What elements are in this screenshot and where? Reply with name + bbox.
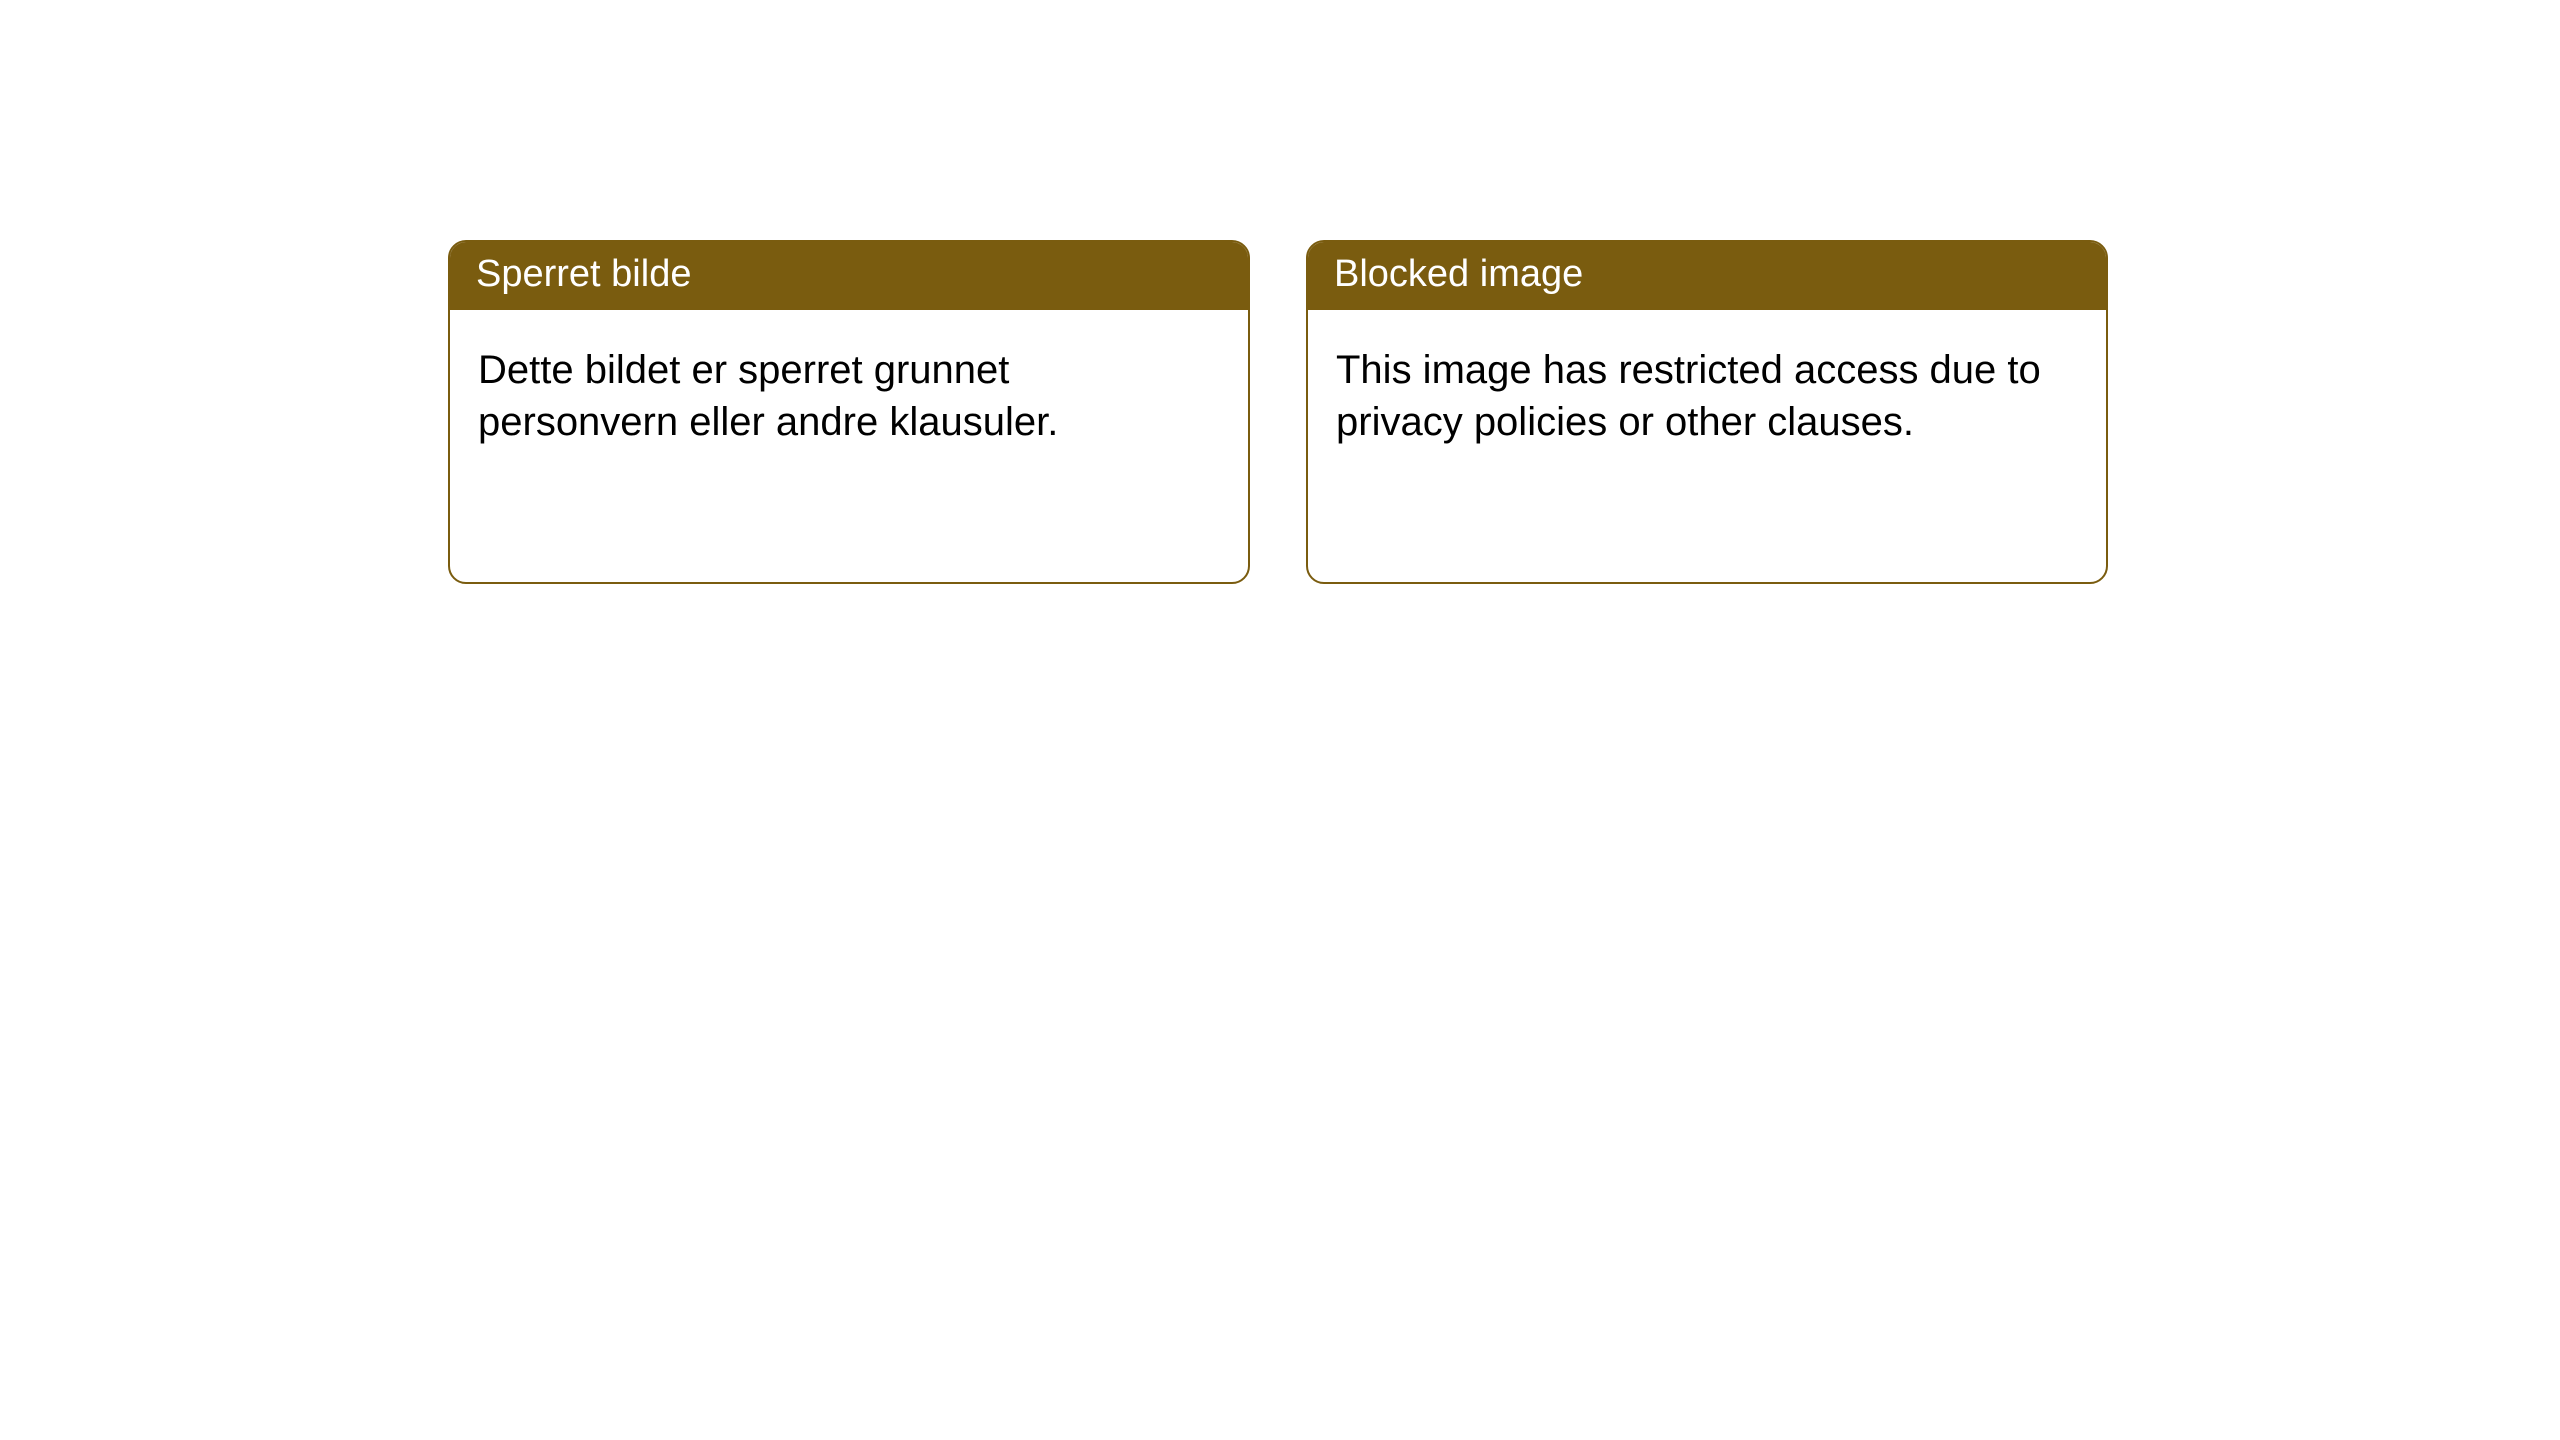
notice-body-text: This image has restricted access due to … bbox=[1336, 348, 2041, 444]
notice-header-text: Blocked image bbox=[1334, 253, 1583, 295]
notice-body: This image has restricted access due to … bbox=[1308, 310, 2106, 582]
notice-card-english: Blocked image This image has restricted … bbox=[1306, 240, 2108, 584]
notice-body: Dette bildet er sperret grunnet personve… bbox=[450, 310, 1248, 582]
notice-container: Sperret bilde Dette bildet er sperret gr… bbox=[448, 240, 2108, 584]
notice-header-text: Sperret bilde bbox=[476, 253, 691, 295]
notice-header: Blocked image bbox=[1308, 242, 2106, 310]
notice-header: Sperret bilde bbox=[450, 242, 1248, 310]
notice-card-norwegian: Sperret bilde Dette bildet er sperret gr… bbox=[448, 240, 1250, 584]
notice-body-text: Dette bildet er sperret grunnet personve… bbox=[478, 348, 1058, 444]
